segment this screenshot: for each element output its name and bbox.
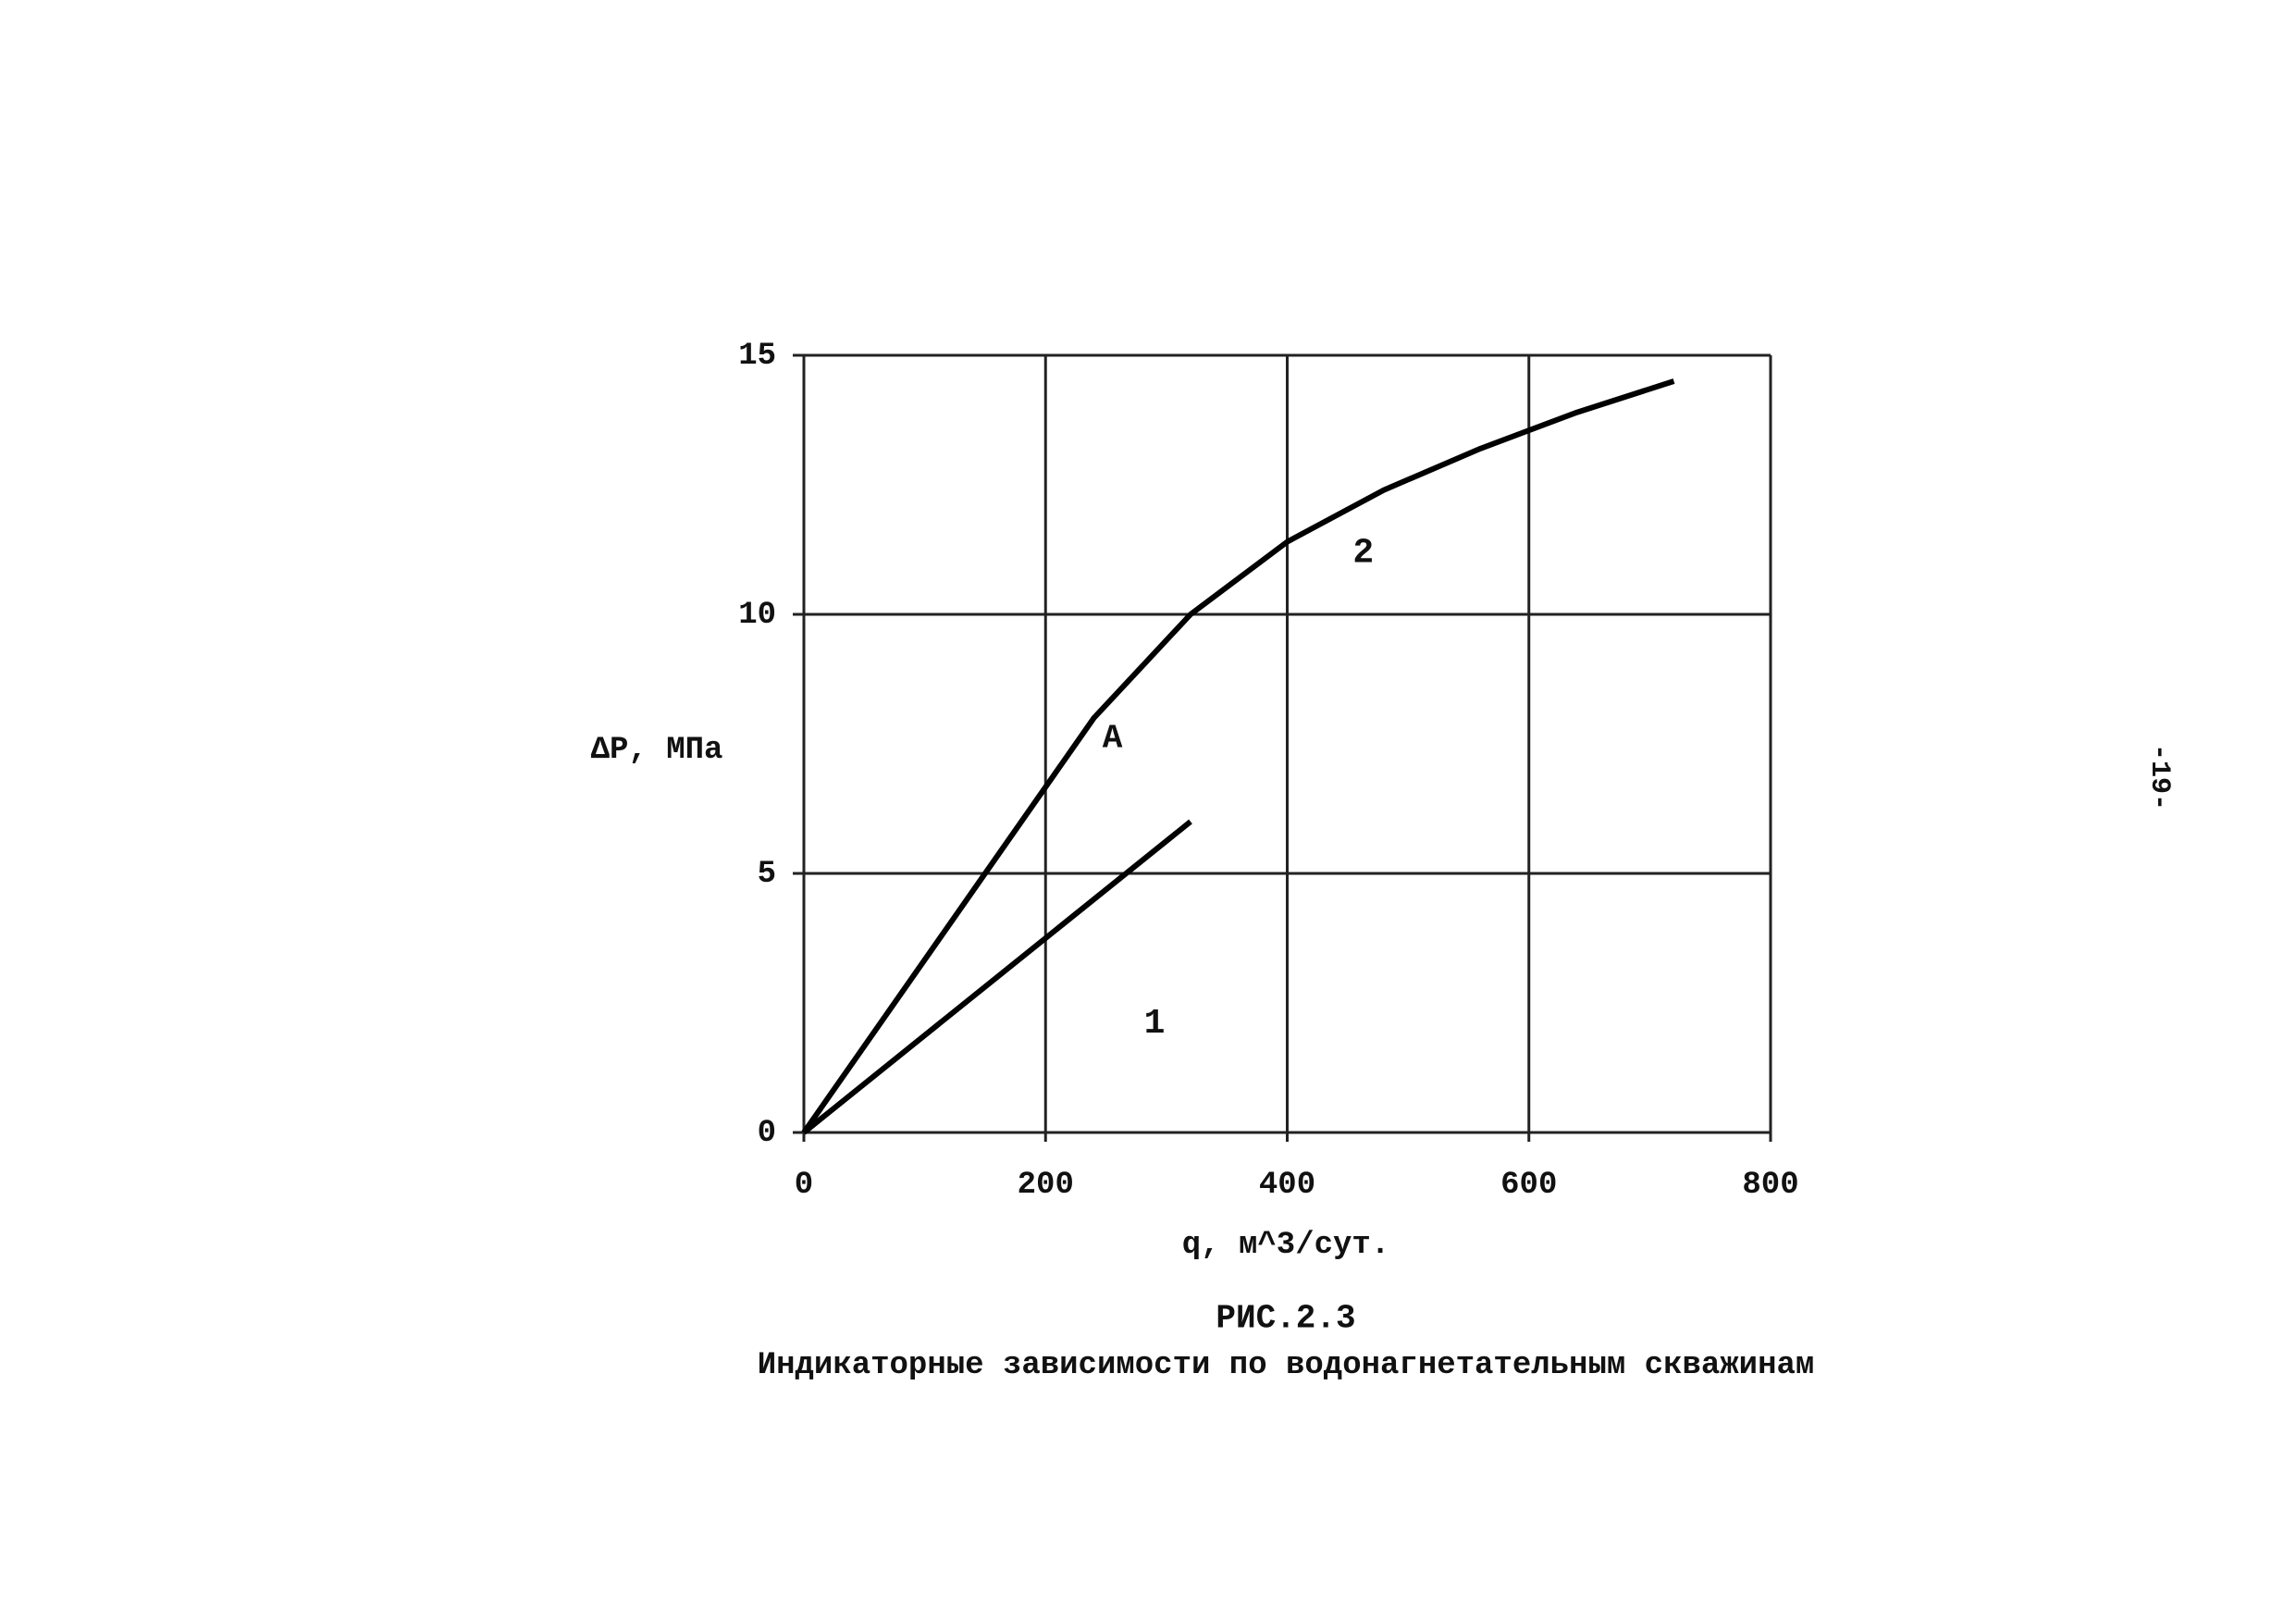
x-tick-label: 0 [795,1168,813,1203]
series-label: 2 [1352,534,1374,574]
y-tick-label: 0 [758,1116,776,1151]
y-tick-label: 10 [738,598,776,633]
chart-title: РИС.2.3 [1216,1300,1355,1338]
x-axis-label: q, м^3/сут. [1182,1228,1389,1263]
x-tick-label: 400 [1259,1168,1315,1203]
series-label: 1 [1144,1004,1166,1044]
y-tick-label: 5 [758,857,776,892]
chart-subtitle: Индикаторные зависимости по водонагнетат… [758,1348,1815,1383]
y-tick-label: 15 [738,339,776,374]
x-tick-label: 600 [1500,1168,1557,1203]
data-line [802,819,1192,1135]
x-tick-label: 800 [1742,1168,1798,1203]
annotation: A [1103,720,1123,758]
data-line [801,378,1675,1134]
x-tick-label: 200 [1018,1168,1074,1203]
page-number: -19- [2143,744,2175,810]
y-axis-label: ΔP, МПа [591,733,723,768]
